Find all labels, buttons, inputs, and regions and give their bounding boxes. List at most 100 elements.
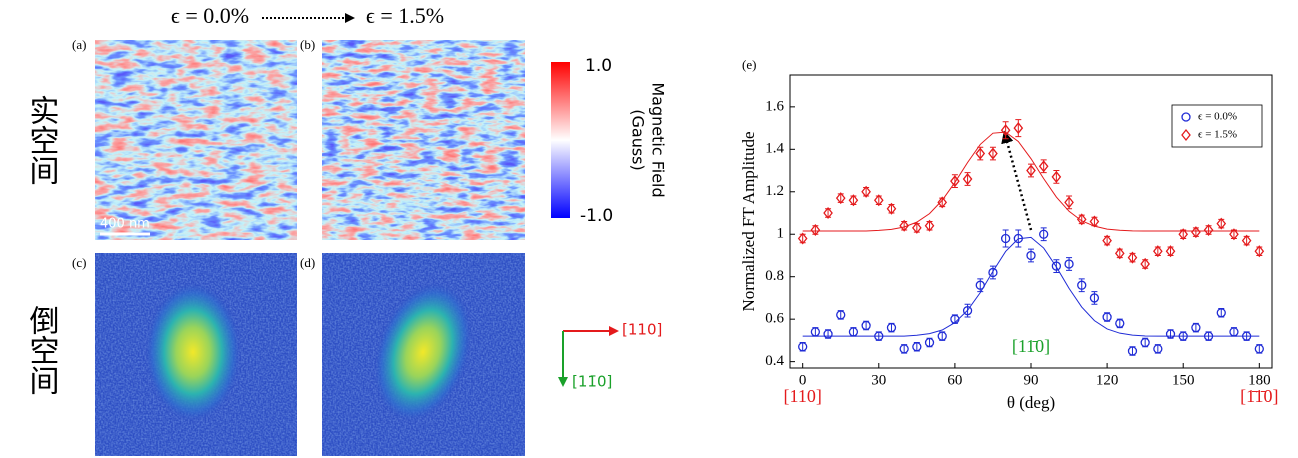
data-point	[1089, 215, 1100, 228]
data-point	[1191, 226, 1201, 239]
fft-peak	[145, 282, 241, 422]
data-point	[950, 175, 960, 188]
data-point	[1153, 245, 1163, 258]
data-point	[975, 147, 986, 160]
data-point	[1115, 318, 1125, 329]
y-tick-label: 1.4	[765, 141, 784, 157]
data-point	[798, 342, 808, 352]
data-point	[899, 344, 909, 354]
fft-peak	[373, 282, 473, 422]
data-point	[835, 192, 846, 205]
direction-annotation: [11̄0]	[1012, 336, 1050, 356]
data-point	[988, 147, 998, 160]
data-point	[1165, 329, 1176, 339]
colorbar-min: -1.0	[580, 206, 613, 226]
data-point	[1241, 331, 1252, 341]
data-point	[1140, 257, 1150, 271]
y-tick-label: 1	[777, 226, 785, 242]
data-point	[1178, 331, 1188, 341]
direction-label: [110]	[622, 321, 662, 339]
data-point	[1254, 245, 1265, 258]
row-label: 倒空间	[24, 305, 60, 395]
data-point	[1216, 217, 1227, 230]
y-tick-label: 1.2	[765, 183, 784, 199]
data-point	[1102, 312, 1112, 322]
data-point	[873, 194, 884, 207]
data-point	[1038, 160, 1049, 173]
error-bar	[1015, 229, 1022, 248]
direction-annotation: [110]	[784, 386, 822, 406]
y-axis-label: Normalized FT Amplitude	[739, 131, 758, 311]
data-point	[1229, 228, 1239, 241]
data-point	[937, 196, 948, 209]
data-point	[1127, 346, 1138, 356]
data-point	[1140, 337, 1150, 348]
panel-label: (e)	[742, 57, 756, 72]
data-point	[1000, 124, 1011, 137]
data-point	[861, 185, 871, 198]
real-space-map	[95, 40, 297, 240]
data-point	[848, 327, 859, 337]
y-tick-label: 0.6	[765, 311, 784, 327]
data-point	[912, 342, 922, 352]
data-point	[1051, 170, 1062, 183]
data-point	[1102, 234, 1112, 247]
data-point	[836, 310, 846, 320]
row-label: 实空间	[24, 95, 59, 185]
data-point	[1216, 308, 1226, 318]
data-point	[1064, 196, 1074, 209]
panel-label: (a)	[72, 37, 86, 52]
data-point	[1026, 250, 1036, 261]
legend-label: ϵ = 0.0%	[1198, 111, 1237, 123]
data-point	[1153, 344, 1163, 354]
x-tick-label: 120	[1096, 372, 1119, 388]
data-point	[1076, 213, 1087, 226]
x-tick-label: 150	[1172, 372, 1195, 388]
data-point	[874, 331, 884, 341]
data-point	[1051, 261, 1062, 271]
data-point	[1229, 327, 1239, 337]
panel-label: (d)	[300, 255, 315, 270]
data-point	[1241, 234, 1252, 247]
x-tick-label: 90	[1024, 372, 1039, 388]
data-point	[1178, 228, 1189, 241]
data-point	[1013, 122, 1024, 135]
data-point	[899, 219, 909, 232]
data-point	[912, 221, 922, 234]
colorbar	[551, 62, 570, 218]
data-point	[823, 206, 833, 220]
colorbar-title: Magnetic Field	[649, 82, 668, 197]
scale-bar-label: 400 nm	[100, 217, 150, 232]
x-tick-label: 180	[1248, 372, 1271, 388]
panel-label: (c)	[72, 255, 86, 270]
data-point	[823, 329, 833, 339]
data-point	[924, 219, 935, 232]
data-point	[1089, 293, 1100, 303]
x-tick-label: 60	[947, 372, 962, 388]
data-point	[962, 172, 973, 186]
data-point	[1191, 323, 1201, 333]
data-point	[810, 327, 821, 337]
data-point	[886, 202, 897, 215]
legend-label: ϵ = 1.5%	[1198, 129, 1237, 141]
data-point	[988, 267, 998, 278]
real-space-map	[322, 40, 525, 240]
data-point	[1165, 245, 1176, 258]
data-point	[886, 323, 897, 333]
colorbar-unit: (Gauss)	[629, 109, 648, 171]
data-point	[962, 306, 973, 316]
x-axis-label: θ (deg)	[1007, 393, 1055, 412]
data-point	[848, 194, 859, 207]
data-point	[950, 314, 960, 324]
legend-box	[1171, 104, 1263, 148]
y-tick-label: 0.8	[765, 268, 784, 284]
data-point	[975, 280, 985, 290]
legend-marker	[1181, 128, 1191, 142]
data-point	[1000, 233, 1011, 244]
colorbar-max: 1.0	[585, 56, 612, 76]
data-point	[861, 320, 871, 331]
data-point	[1064, 259, 1074, 269]
data-point	[924, 337, 935, 348]
data-point	[810, 223, 821, 237]
